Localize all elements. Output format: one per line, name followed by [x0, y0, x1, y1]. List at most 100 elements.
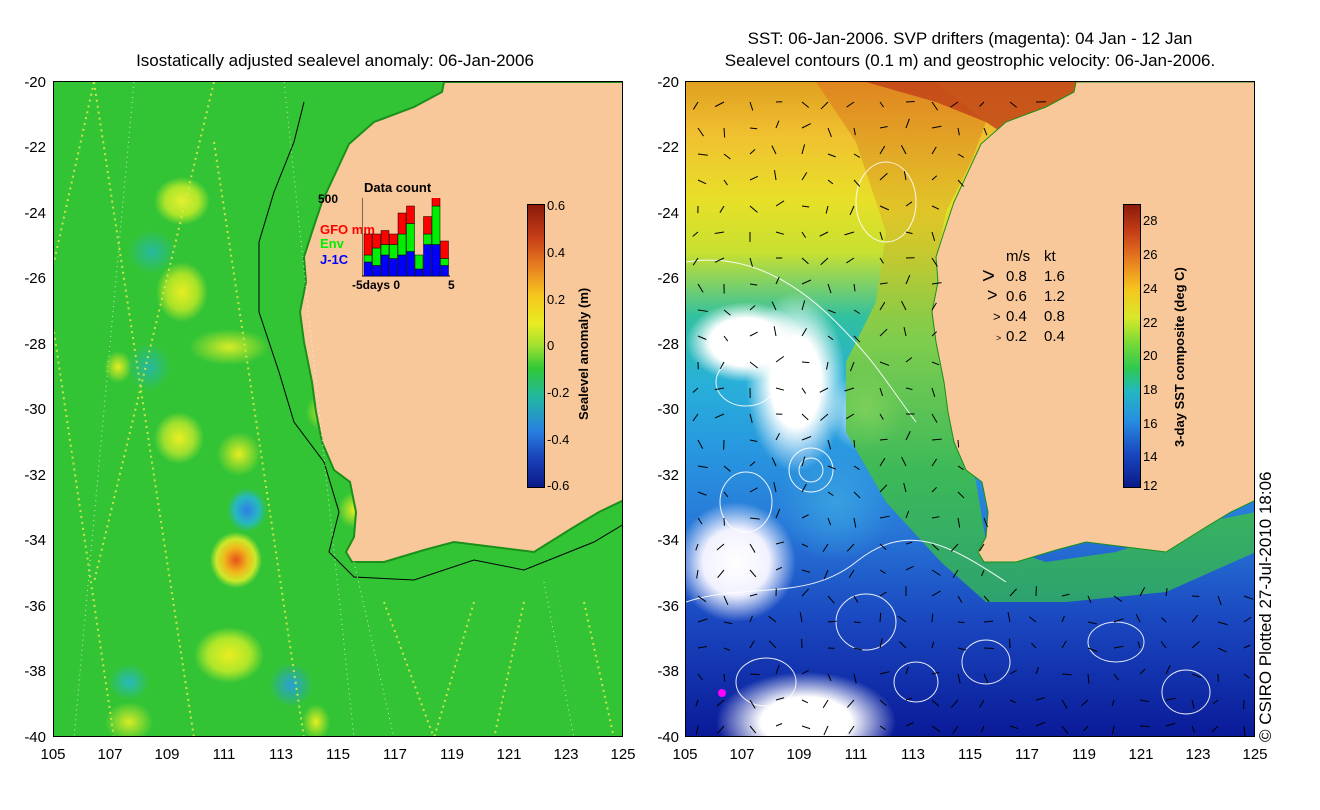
velocity-arrow — [853, 647, 863, 651]
velocity-arrow — [879, 231, 883, 241]
velocity-arrow — [850, 361, 855, 372]
velocity-arrow — [775, 664, 780, 675]
x-tick: 125 — [610, 746, 636, 763]
velocity-arrow — [801, 144, 806, 155]
right-map-title-line2: Sealevel contours (0.1 m) and geostrophi… — [724, 51, 1216, 70]
velocity-arrow — [749, 361, 759, 369]
velocity-arrow — [801, 436, 812, 441]
velocity-arrow — [827, 335, 834, 341]
velocity-arrow — [931, 487, 937, 493]
cb-tick: 0.2 — [547, 292, 566, 307]
velocity-arrow — [1139, 725, 1150, 728]
velocity-arrow — [749, 257, 753, 267]
x-tick: 117 — [1015, 746, 1039, 763]
velocity-arrow — [1191, 725, 1195, 733]
velocity-arrow — [950, 101, 959, 108]
velocity-arrow — [879, 438, 888, 441]
velocity-arrow — [957, 127, 960, 136]
right-colorbar — [1123, 204, 1141, 488]
y-tick: -28 — [657, 336, 679, 353]
velocity-arrow — [1139, 699, 1149, 703]
velocity-arrow — [749, 127, 758, 130]
velocity-arrow — [714, 257, 725, 263]
velocity-arrow — [957, 647, 967, 651]
velocity-arrow — [775, 231, 785, 235]
right-australia-land — [931, 82, 1254, 563]
velocity-arrow — [749, 461, 756, 467]
velocity-arrow — [853, 595, 859, 603]
velocity-arrow — [697, 465, 708, 469]
legend-kt-value: 0.8 — [1044, 308, 1065, 325]
velocity-arrow — [801, 101, 810, 108]
velocity-arrow — [879, 699, 887, 706]
velocity-arrow — [775, 508, 781, 519]
velocity-arrow — [952, 725, 959, 734]
inset-bar-j1c — [372, 265, 381, 277]
y-tick: -34 — [24, 532, 46, 549]
velocity-arrow — [692, 101, 699, 110]
velocity-arrow — [931, 125, 942, 129]
velocity-arrow — [801, 483, 807, 493]
inset-series-env: Env — [320, 236, 344, 251]
velocity-arrow — [775, 276, 780, 285]
x-tick: 115 — [326, 746, 350, 763]
inset-bar-env — [389, 244, 398, 259]
x-tick: 105 — [672, 746, 698, 763]
velocity-arrow — [801, 231, 807, 238]
velocity-arrow — [695, 543, 699, 551]
velocity-arrow — [771, 301, 777, 311]
velocity-arrow — [775, 566, 783, 571]
velocity-arrow — [749, 148, 756, 155]
velocity-arrow — [1009, 669, 1017, 675]
velocity-arrow — [931, 613, 934, 623]
velocity-arrow — [905, 118, 910, 129]
velocity-arrow — [773, 482, 777, 493]
velocity-arrow — [1113, 645, 1124, 649]
inset-bar-gfo — [380, 230, 390, 245]
velocity-arrow — [749, 673, 760, 676]
inset-bar-j1c — [389, 258, 398, 277]
velocity-arrow — [905, 541, 913, 545]
velocity-arrow — [820, 257, 829, 266]
cb-tick: 28 — [1143, 213, 1158, 228]
y-tick: -32 — [657, 467, 679, 484]
velocity-arrow — [697, 179, 707, 185]
cb-tick: 0.4 — [547, 245, 566, 260]
inset-xlabel: -5days 0 — [352, 278, 401, 292]
velocity-arrow — [1137, 641, 1141, 649]
velocity-arrow — [749, 593, 758, 597]
velocity-arrow — [714, 231, 725, 235]
velocity-arrow — [775, 120, 780, 129]
y-tick: -24 — [24, 205, 46, 222]
inset-bar-j1c — [363, 261, 373, 277]
velocity-arrow — [845, 413, 855, 420]
velocity-arrow — [900, 144, 907, 155]
velocity-arrow — [723, 647, 731, 651]
x-tick: 107 — [729, 746, 755, 763]
velocity-arrow — [697, 439, 704, 449]
velocity-arrow — [931, 302, 937, 311]
velocity-arrow — [723, 309, 731, 316]
velocity-arrow — [905, 431, 911, 441]
velocity-arrow — [879, 125, 888, 129]
velocity-arrow — [768, 640, 777, 649]
velocity-arrow — [846, 257, 855, 264]
left-map-title: Isostatically adjusted sealevel anomaly:… — [136, 51, 534, 70]
y-tick: -26 — [24, 270, 46, 287]
velocity-arrow — [719, 205, 725, 213]
velocity-arrow — [819, 387, 829, 393]
velocity-arrow — [844, 231, 855, 236]
y-tick: -34 — [657, 532, 679, 549]
velocity-arrow — [749, 101, 754, 111]
velocity-arrow — [697, 127, 704, 137]
cb-tick: 26 — [1143, 247, 1158, 262]
velocity-arrow — [1165, 588, 1168, 597]
velocity-arrow — [723, 465, 731, 472]
velocity-arrow — [848, 569, 855, 578]
velocity-arrow — [775, 432, 781, 441]
inset-title: Data count — [364, 180, 432, 195]
inset-bar-env — [372, 247, 381, 266]
velocity-arrow — [979, 699, 985, 708]
velocity-arrow — [716, 699, 725, 707]
velocity-arrow — [823, 569, 829, 580]
